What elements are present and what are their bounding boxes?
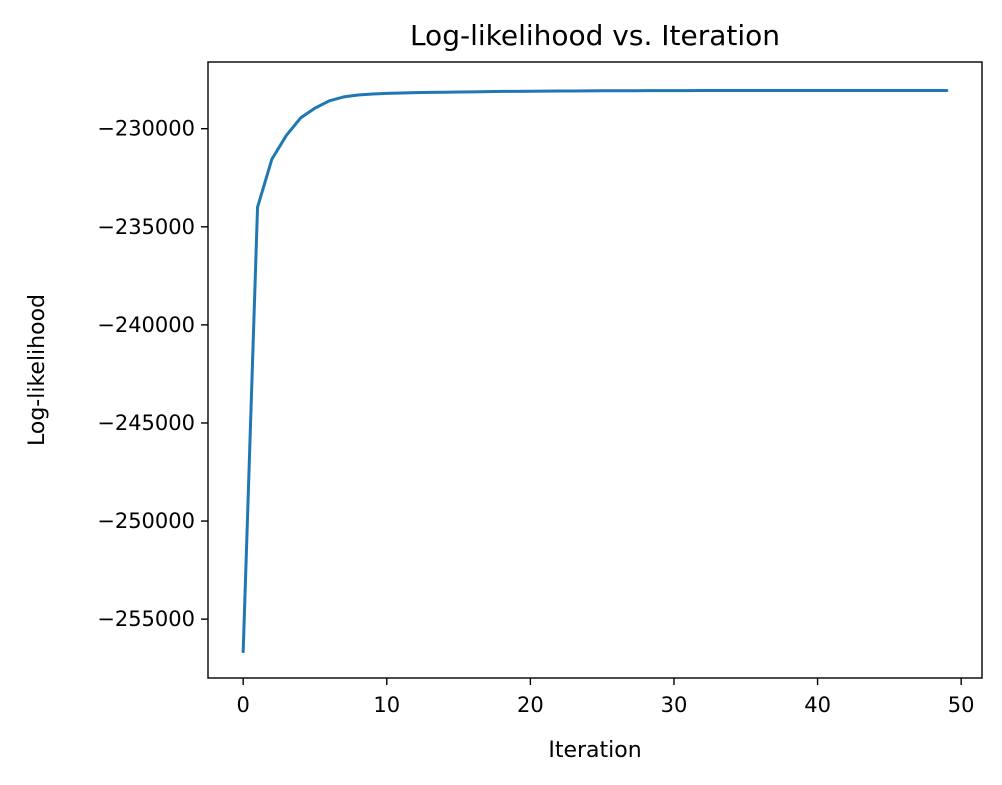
series-line-0	[241, 88, 949, 654]
y-tick-label: −240000	[97, 313, 195, 337]
x-tick-label: 0	[236, 693, 249, 717]
x-tick-label: 30	[661, 693, 688, 717]
x-tick-label: 20	[517, 693, 544, 717]
y-tick-label: −230000	[97, 117, 195, 141]
y-tick-label: −250000	[97, 509, 195, 533]
x-tick-label: 10	[373, 693, 400, 717]
series-layer	[241, 88, 949, 654]
y-tick-label: −255000	[97, 607, 195, 631]
plot-area	[207, 61, 983, 679]
x-tick-label: 50	[948, 693, 975, 717]
y-tick-label: −245000	[97, 411, 195, 435]
x-axis-label: Iteration	[548, 738, 641, 763]
chart-title: Log-likelihood vs. Iteration	[410, 19, 780, 52]
y-tick-label: −235000	[97, 215, 195, 239]
axes-frame	[207, 61, 983, 679]
y-axis: −255000 −250000 −245000 −240000 −235000 −2300…	[97, 117, 208, 631]
x-tick-label: 40	[804, 693, 831, 717]
y-axis-label: Log-likelihood	[25, 294, 50, 446]
x-axis: 0 10 20 30 40 50	[236, 678, 975, 717]
